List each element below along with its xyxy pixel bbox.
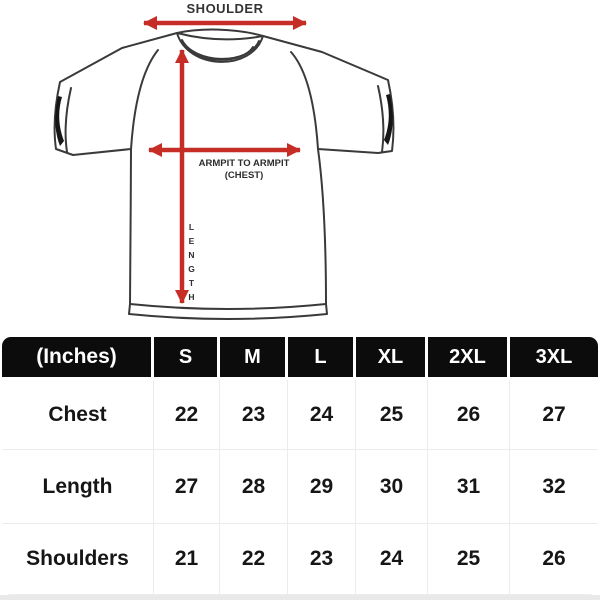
- length-value-m: 28: [220, 450, 288, 524]
- length-value-2xl: 31: [428, 450, 510, 524]
- table-header-inches: (Inches): [2, 337, 154, 380]
- table-header-size-2xl: 2XL: [428, 337, 510, 380]
- page-bottom-strip: [0, 595, 600, 600]
- length-value-s: 27: [154, 450, 220, 524]
- tshirt-measurement-diagram: SHOULDER ARMPIT TO ARMPIT (CHEST) LENGTH: [53, 1, 395, 320]
- length-value-xl: 30: [356, 450, 428, 524]
- length-label: LENGTH: [186, 222, 197, 306]
- tshirt-outline: [53, 28, 395, 320]
- row-label-length: Length: [2, 450, 154, 524]
- chest-label-line1: ARMPIT TO ARMPIT: [199, 158, 290, 169]
- table-header-size-s: S: [154, 337, 220, 380]
- tshirt-diagram-svg: SHOULDER ARMPIT TO ARMPIT (CHEST): [53, 1, 395, 320]
- shoulders-value-s: 21: [154, 524, 220, 595]
- table-header-size-xl: XL: [356, 337, 428, 380]
- chest-label-line2: (CHEST): [225, 170, 264, 181]
- size-chart-table-wrap: (Inches) S M L XL 2XL 3XL Chest 22 23 24…: [2, 337, 598, 595]
- shoulders-value-2xl: 25: [428, 524, 510, 595]
- table-header-size-m: M: [220, 337, 288, 380]
- shoulder-label: SHOULDER: [187, 1, 264, 16]
- chest-value-3xl: 27: [510, 380, 598, 450]
- table-header-size-3xl: 3XL: [510, 337, 598, 380]
- chest-value-l: 24: [288, 380, 356, 450]
- shoulders-value-m: 22: [220, 524, 288, 595]
- row-label-chest: Chest: [2, 380, 154, 450]
- length-value-l: 29: [288, 450, 356, 524]
- chest-value-2xl: 26: [428, 380, 510, 450]
- cuff-shading: [55, 94, 393, 146]
- row-label-shoulders: Shoulders: [2, 524, 154, 595]
- shoulders-value-3xl: 26: [510, 524, 598, 595]
- length-value-3xl: 32: [510, 450, 598, 524]
- shoulders-value-l: 23: [288, 524, 356, 595]
- chest-value-m: 23: [220, 380, 288, 450]
- chest-value-s: 22: [154, 380, 220, 450]
- table-header-size-l: L: [288, 337, 356, 380]
- size-chart-table: (Inches) S M L XL 2XL 3XL Chest 22 23 24…: [2, 337, 598, 595]
- chest-value-xl: 25: [356, 380, 428, 450]
- shoulders-value-xl: 24: [356, 524, 428, 595]
